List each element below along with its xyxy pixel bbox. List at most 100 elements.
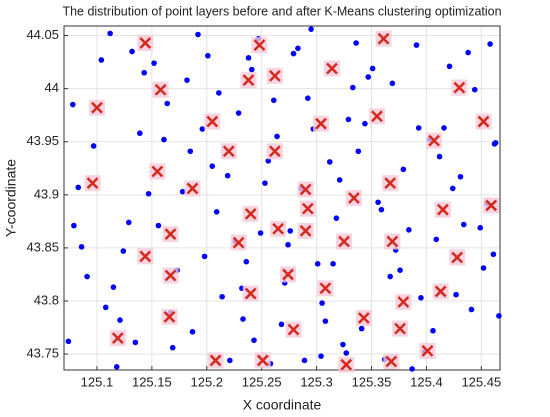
point	[155, 222, 162, 229]
point	[69, 101, 76, 108]
point	[375, 199, 381, 206]
point	[301, 357, 308, 364]
center-marker	[371, 110, 383, 123]
point	[433, 236, 440, 243]
point	[492, 139, 499, 146]
point	[441, 125, 447, 131]
point	[387, 273, 393, 280]
point	[319, 300, 325, 306]
point	[245, 55, 252, 61]
point	[308, 26, 314, 32]
point	[257, 230, 264, 236]
center-marker	[299, 225, 312, 237]
center-marker	[139, 37, 152, 49]
x-tick-label: 125.25	[242, 374, 282, 389]
center-marker	[453, 81, 466, 94]
point	[98, 57, 105, 63]
point	[265, 158, 272, 164]
center-marker	[186, 182, 199, 195]
point	[251, 337, 257, 344]
point	[378, 206, 385, 213]
point	[151, 60, 157, 66]
point	[436, 153, 443, 160]
y-axis-label: Y-coordinate	[3, 159, 19, 237]
center-marker	[163, 311, 176, 323]
center-marker	[256, 354, 269, 367]
center-marker	[357, 312, 370, 324]
point	[227, 357, 233, 364]
point	[358, 325, 365, 332]
point	[110, 284, 117, 290]
point	[295, 45, 301, 52]
point	[490, 251, 497, 258]
center-marker	[268, 70, 281, 82]
point	[330, 261, 336, 267]
center-marker	[299, 183, 312, 196]
point	[389, 80, 396, 87]
y-tick-label: 43.9	[34, 186, 59, 201]
point	[120, 248, 127, 254]
point	[78, 244, 85, 250]
x-tick-label: 125.45	[461, 374, 501, 389]
point	[446, 63, 453, 70]
center-marker	[86, 177, 99, 190]
point	[471, 86, 478, 93]
center-marker	[282, 268, 294, 281]
point	[184, 77, 190, 83]
point	[278, 321, 285, 328]
point	[418, 295, 424, 301]
point	[189, 328, 196, 335]
center-marker	[244, 208, 257, 220]
center-marker	[287, 323, 300, 336]
center-marker	[139, 250, 152, 263]
point	[400, 166, 407, 173]
y-tick-label: 44	[45, 80, 59, 95]
point	[113, 364, 120, 370]
center-marker	[301, 202, 314, 215]
point	[406, 227, 412, 233]
center-marker	[244, 287, 257, 300]
center-marker	[338, 235, 350, 248]
center-marker	[326, 62, 338, 75]
center-marker	[209, 354, 222, 367]
point	[496, 313, 502, 319]
point	[219, 293, 225, 300]
center-marker	[384, 177, 397, 190]
point	[340, 341, 346, 348]
point	[75, 184, 82, 191]
point	[465, 49, 471, 56]
center-marker	[421, 345, 434, 357]
center-marker	[319, 282, 332, 295]
center-marker	[232, 236, 245, 249]
point	[161, 136, 167, 143]
center-marker	[485, 199, 498, 212]
point	[187, 148, 194, 155]
point	[132, 339, 139, 346]
point	[125, 219, 132, 226]
center-marker	[315, 117, 327, 130]
point	[129, 48, 135, 55]
center-marker	[397, 296, 410, 308]
point	[343, 350, 350, 356]
point	[453, 291, 459, 298]
center-marker	[268, 145, 281, 158]
point	[487, 41, 493, 47]
point	[235, 110, 242, 116]
point	[240, 316, 246, 322]
point	[164, 100, 171, 107]
x-tick-label: 125.35	[352, 374, 392, 389]
point	[333, 215, 340, 221]
point	[243, 258, 250, 265]
point	[365, 74, 372, 80]
y-tick-label: 43.75	[26, 346, 59, 361]
x-tick-label: 125.15	[132, 374, 172, 389]
center-marker	[242, 74, 255, 87]
point	[353, 40, 359, 46]
point	[480, 265, 487, 271]
point	[409, 366, 415, 372]
center-marker	[151, 165, 164, 178]
point	[274, 133, 280, 140]
point	[369, 65, 376, 72]
x-tick-label: 125.1	[81, 374, 114, 389]
center-marker	[385, 355, 398, 368]
